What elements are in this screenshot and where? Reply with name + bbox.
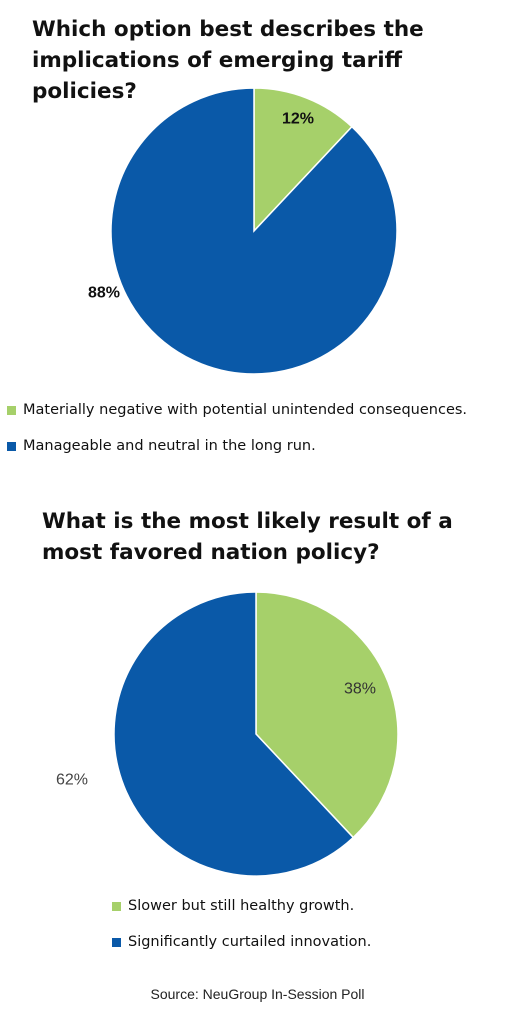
legend-swatch xyxy=(112,937,121,947)
legend-label: Manageable and neutral in the long run. xyxy=(23,438,316,454)
legend-swatch xyxy=(112,901,121,911)
chart-1-title: Which option best describes the implicat… xyxy=(32,17,424,104)
legend-swatch xyxy=(7,405,16,415)
pie-slice xyxy=(253,87,353,233)
legend-label: Significantly curtailed innovation. xyxy=(128,934,372,950)
legend-item: Manageable and neutral in the long run. xyxy=(7,437,467,455)
slice-data-label: 12% xyxy=(282,111,314,128)
source-note: Source: NeuGroup In-Session Poll xyxy=(150,986,365,1002)
slice-data-label: 38% xyxy=(344,681,376,698)
pie-chart-2: 38% 62% xyxy=(56,591,399,877)
legend-label: Slower but still healthy growth. xyxy=(128,898,355,914)
legend-item: Materially negative with potential unint… xyxy=(7,401,467,419)
pie-slice xyxy=(113,591,355,877)
pie-chart-1: 12% 88% xyxy=(88,87,398,375)
legend-label: Materially negative with potential unint… xyxy=(23,402,468,418)
chart-1-legend: Materially negative with potential unint… xyxy=(7,401,467,473)
slice-data-label: 88% xyxy=(88,285,120,302)
legend-item: Significantly curtailed innovation. xyxy=(112,933,371,951)
chart-2-title: What is the most likely result of a most… xyxy=(42,509,453,565)
legend-item: Slower but still healthy growth. xyxy=(112,897,371,915)
slice-data-label: 62% xyxy=(56,772,88,789)
legend-swatch xyxy=(7,441,16,451)
pie-slice xyxy=(255,591,399,839)
chart-2-legend: Slower but still healthy growth. Signifi… xyxy=(112,897,371,969)
pie-slice xyxy=(110,87,398,375)
